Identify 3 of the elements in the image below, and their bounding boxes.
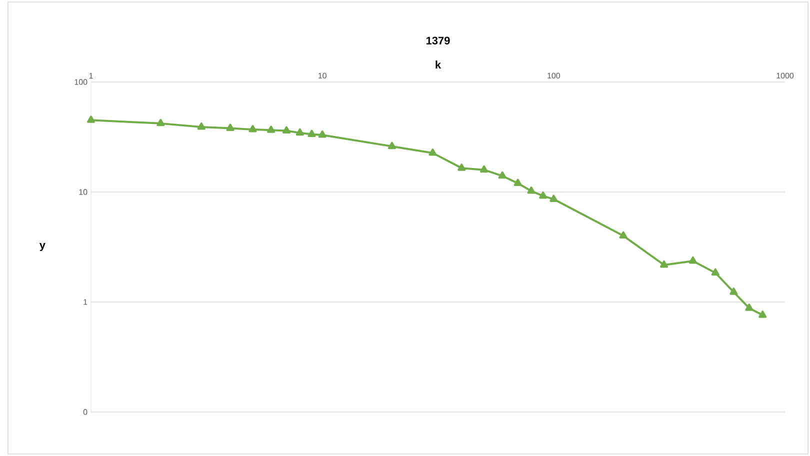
chart-title: 1379 — [426, 36, 450, 44]
y-axis-title: y — [39, 242, 46, 252]
x-axis-title: k — [436, 60, 442, 68]
